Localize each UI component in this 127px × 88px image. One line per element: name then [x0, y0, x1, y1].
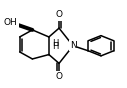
Text: O: O: [55, 10, 63, 19]
Text: OH: OH: [4, 18, 18, 27]
Text: N: N: [70, 41, 76, 50]
Text: H: H: [52, 39, 58, 48]
Text: H: H: [52, 43, 58, 51]
Text: O: O: [55, 72, 63, 81]
